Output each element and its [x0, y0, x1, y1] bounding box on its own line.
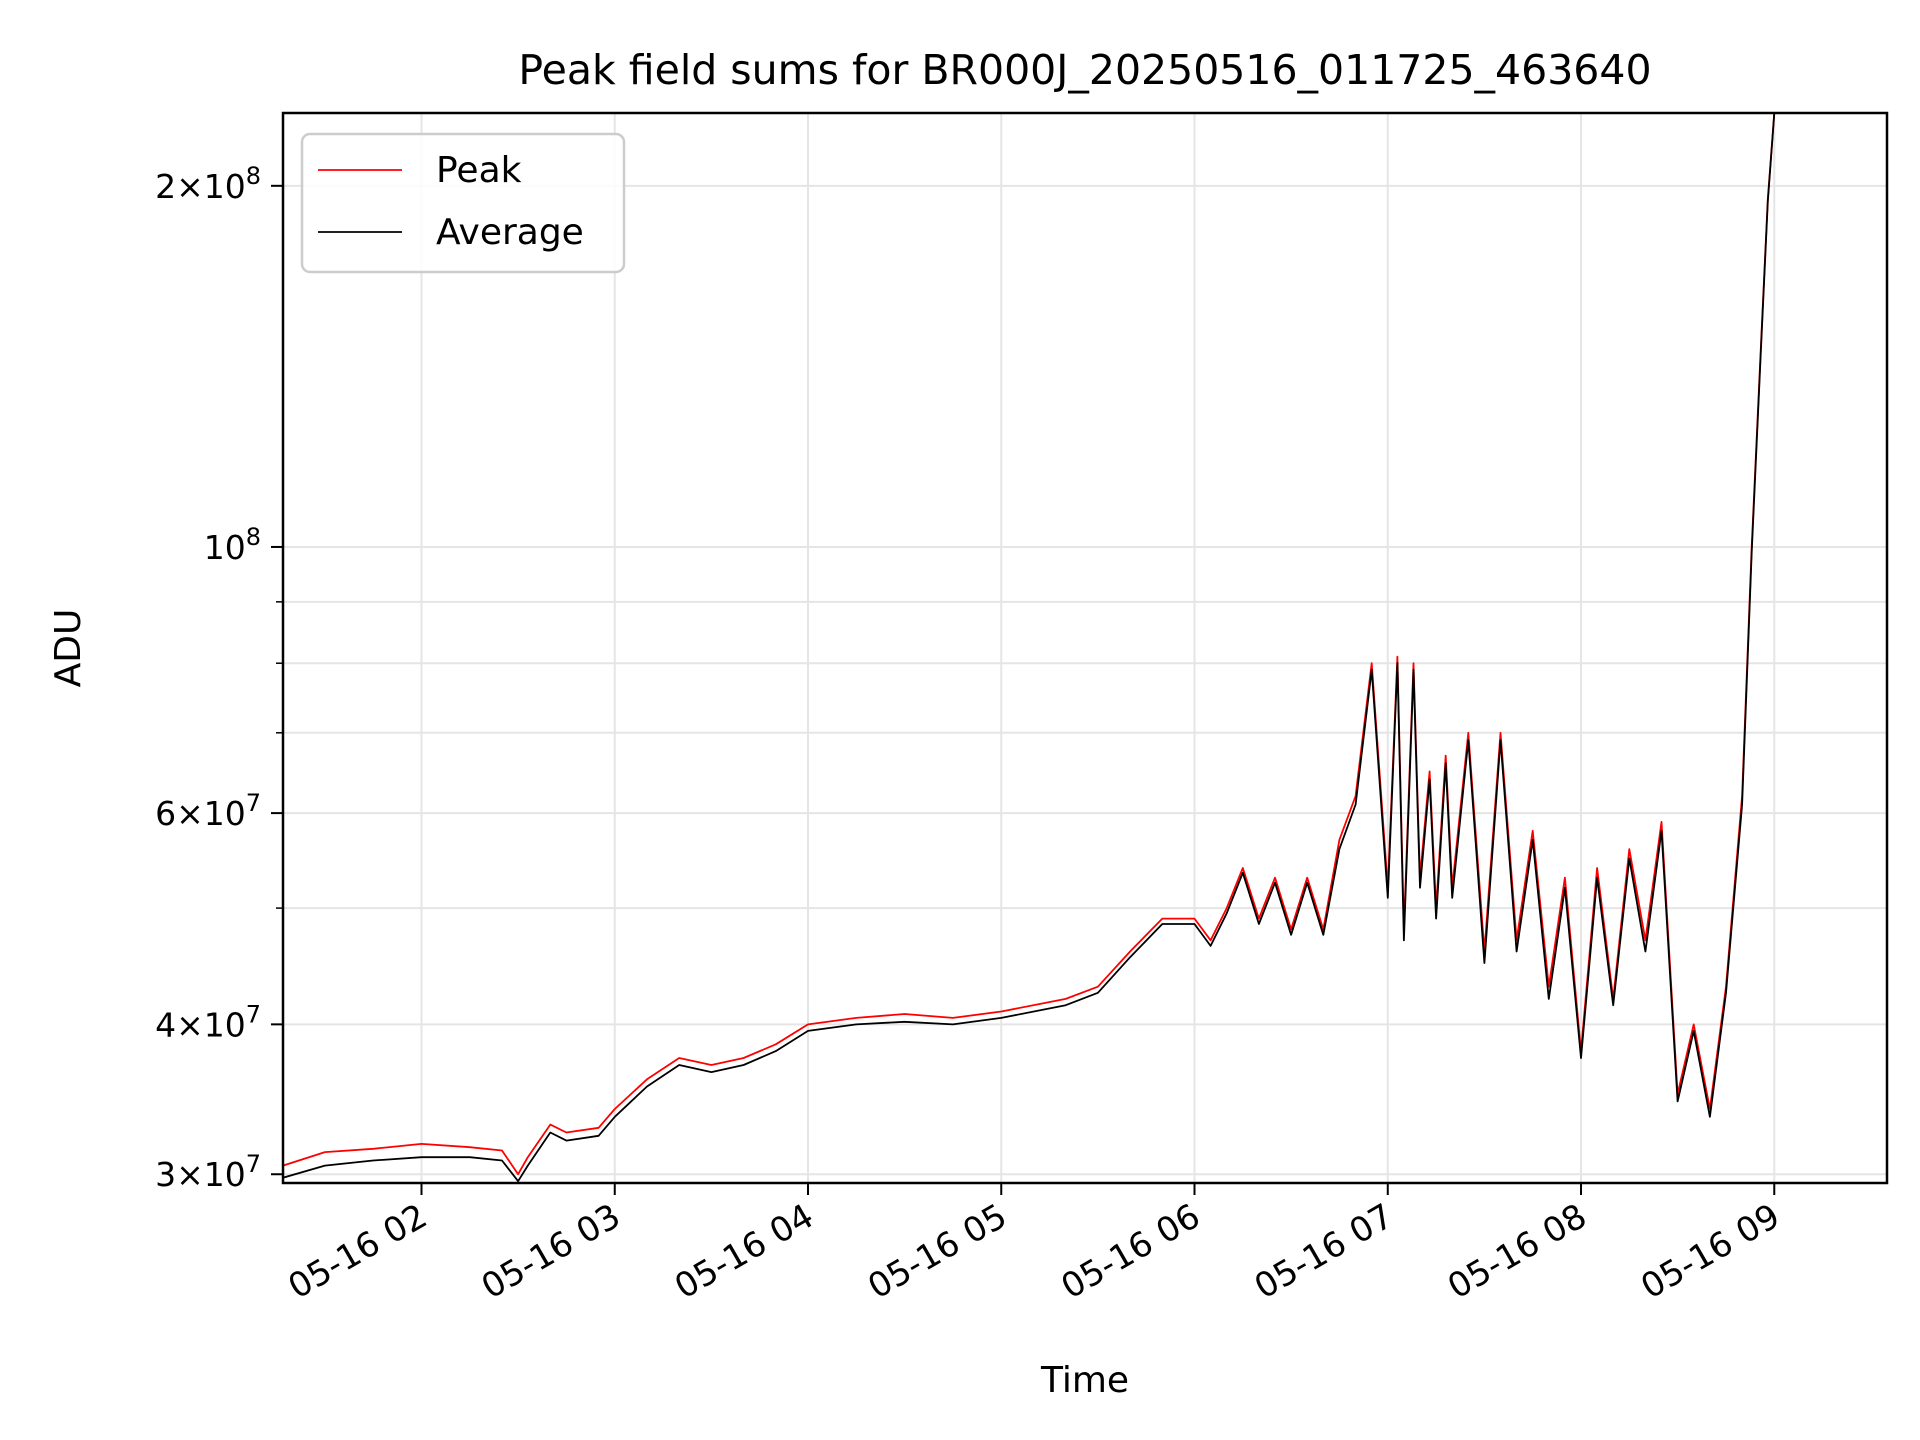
- legend-average-label: Average: [436, 212, 584, 253]
- chart-title: Peak field sums for BR000J_20250516_0117…: [518, 46, 1651, 94]
- y-tick-label: 6×107: [155, 789, 261, 833]
- legend-box: [300, 132, 626, 274]
- x-axis-label: Time: [1040, 1360, 1129, 1401]
- series-line-average: [283, 113, 1776, 1183]
- y-tick-label: 2×108: [155, 162, 261, 206]
- gridlines: [283, 113, 1887, 1183]
- legend: Peak Average: [300, 132, 626, 274]
- series-line-peak: [283, 113, 1776, 1176]
- legend-peak-label: Peak: [436, 150, 522, 191]
- y-tick-label: 108: [204, 523, 261, 567]
- series-lines: [283, 113, 1776, 1183]
- y-tick-label: 3×107: [155, 1150, 261, 1194]
- plot-frame: [281, 111, 1889, 1185]
- y-axis-label: ADU: [48, 609, 89, 688]
- y-tick-label: 4×107: [155, 1000, 261, 1044]
